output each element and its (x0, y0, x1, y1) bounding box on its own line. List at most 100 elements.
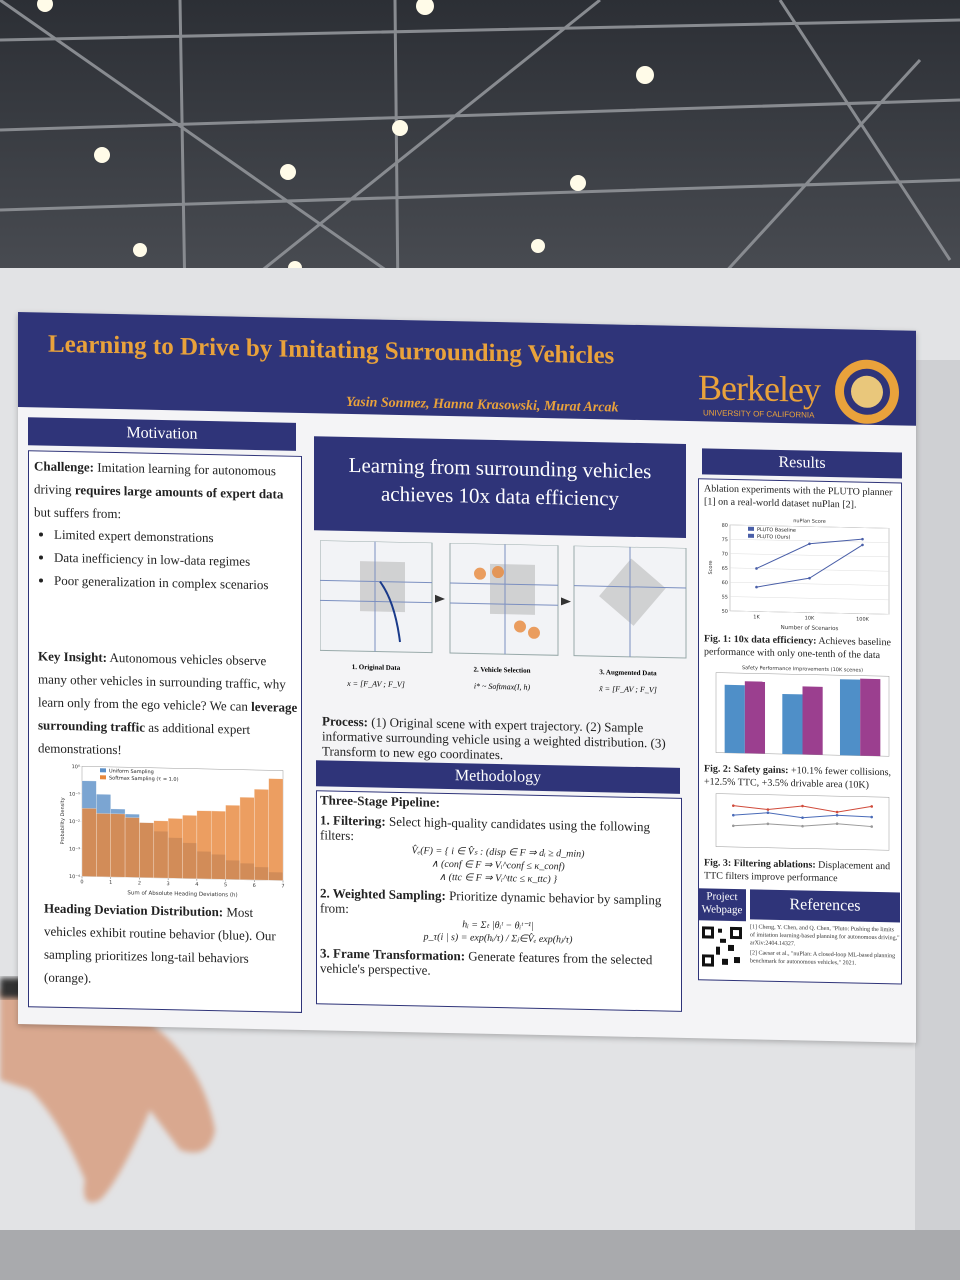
x-tick-label: 6 (253, 883, 256, 889)
point (755, 567, 758, 570)
histogram-bar (153, 820, 169, 879)
histogram-bar (81, 808, 97, 877)
label: Challenge: (34, 458, 94, 475)
y-tick-label: 80 (722, 523, 728, 529)
step-formula: i* ~ Softmax(I, h) (473, 681, 531, 692)
point (801, 816, 804, 819)
step-formula: x̃ = [F_AV ; F_V] (599, 684, 657, 695)
y-tick-label: 55 (722, 594, 728, 600)
y-tick-label: 10⁰ (72, 764, 80, 770)
histogram-bar (239, 796, 255, 881)
y-tick-label: 75 (722, 537, 728, 543)
challenge-text: Challenge: Imitation learning for autono… (34, 454, 296, 528)
legend-label: Uniform Sampling (109, 768, 154, 775)
poster: Learning to Drive by Imitating Surroundi… (18, 312, 916, 1043)
histogram: 10⁻⁴ 10⁻³ 10⁻² 10⁻¹ 10⁰ Sum of Absolute Headi… (58, 760, 288, 901)
histogram-bar (139, 822, 154, 878)
line-chart (715, 793, 890, 851)
point (766, 811, 770, 815)
reference: [2] Caesar et al., "nuPlan: A closed-loo… (750, 950, 896, 967)
legend-swatch (100, 775, 106, 780)
results-intro: Ablation experiments with the PLUTO plan… (704, 483, 893, 511)
bullet-list: Limited expert demonstrationsData ineffi… (18, 522, 316, 597)
bar (802, 686, 823, 755)
figure-caption: Fig. 2: Safety gains: +10.1% fewer colli… (704, 762, 898, 792)
point (870, 825, 873, 828)
bar (744, 681, 766, 754)
grid-line (730, 596, 889, 601)
histogram-bar (110, 813, 126, 878)
y-axis-label: Probability Density (60, 797, 66, 844)
legend-label: PLUTO Baseline (757, 527, 796, 534)
grid-line (730, 553, 889, 558)
label: Key Insight: (38, 648, 107, 665)
bar (782, 694, 803, 755)
y-tick-label: 65 (722, 566, 728, 572)
x-tick-label: 1K (753, 614, 760, 620)
point (870, 815, 873, 819)
label: Fig. 2: Safety gains: (704, 763, 789, 777)
logo-name: Berkeley (698, 367, 820, 410)
point (766, 808, 770, 811)
point (732, 824, 735, 828)
histogram-bar (254, 789, 269, 881)
point (870, 805, 873, 808)
step-formula: x = [F_AV ; F_V] (347, 678, 405, 690)
point (808, 576, 811, 580)
x-tick-label: 100K (856, 617, 870, 623)
label: Fig. 3: Filtering ablations: (704, 857, 816, 871)
histogram-bar (124, 817, 140, 878)
point (808, 542, 811, 546)
section-heading: Results (702, 448, 902, 479)
y-tick-label: 50 (722, 609, 728, 615)
grid-line (730, 610, 889, 615)
histogram-bar (167, 818, 183, 879)
grid-line (730, 581, 889, 586)
references: [1] Cheng, Y. Chen, and Q. Chen, "Pluto:… (750, 923, 900, 970)
point (801, 804, 804, 808)
y-tick-label: 70 (722, 551, 728, 557)
legend-swatch (748, 533, 754, 538)
figure-caption: Fig. 3: Filtering ablations: Displacemen… (704, 856, 898, 886)
step-label: 1. Original Data (351, 662, 401, 673)
x-axis-label: Sum of Absolute Heading Deviations (h) (127, 890, 237, 898)
line-chart: 50 55 60 65 70 75 80 nuPlan Score Number of Scen… (708, 518, 890, 632)
y-tick-label: 10⁻² (69, 819, 80, 825)
university-seal (835, 359, 899, 424)
x-tick-label: 3 (167, 881, 170, 887)
point (766, 822, 770, 826)
x-tick-label: 2 (138, 881, 141, 887)
label: Process: (322, 713, 368, 730)
legend-swatch (100, 768, 106, 773)
step-label: 2. Vehicle Selection (473, 665, 531, 675)
method-steps: 1. Filtering: Select high-quality candid… (320, 808, 676, 982)
headline: Learning from surrounding vehicles achie… (314, 436, 686, 538)
chart-title: nuPlan Score (793, 518, 826, 525)
figure-caption: Heading Deviation Distribution: Most veh… (44, 897, 294, 994)
histogram-bar (196, 810, 212, 880)
point (755, 585, 758, 589)
histogram-bar (268, 778, 284, 881)
y-tick-label: 10⁻⁴ (69, 874, 80, 880)
x-tick-label: 0 (80, 879, 83, 885)
pipeline-figure (320, 540, 687, 659)
point (732, 813, 735, 817)
figure-caption: Fig. 1: 10x data efficiency: Achieves ba… (704, 632, 898, 662)
grid-line (730, 538, 889, 543)
insight-text: Key Insight: Autonomous vehicles observe… (38, 644, 298, 764)
bar (860, 678, 881, 757)
legend-swatch (748, 526, 754, 531)
label: Fig. 1: 10x data efficiency: (704, 633, 817, 647)
section-heading: References (750, 889, 900, 923)
point (861, 537, 864, 541)
bar (724, 684, 745, 754)
point (835, 810, 839, 814)
emphasis: requires large amounts of expert data (74, 482, 284, 502)
y-tick-label: 10⁻¹ (69, 792, 80, 798)
reference: [1] Cheng, Y. Chen, and Q. Chen, "Pluto:… (750, 924, 900, 948)
histogram-bar (182, 815, 198, 879)
x-tick-label: 10K (805, 615, 815, 621)
legend-label: Softmax Sampling (τ = 1.0) (109, 775, 179, 782)
section-heading: Methodology (316, 760, 680, 794)
point (801, 824, 804, 828)
